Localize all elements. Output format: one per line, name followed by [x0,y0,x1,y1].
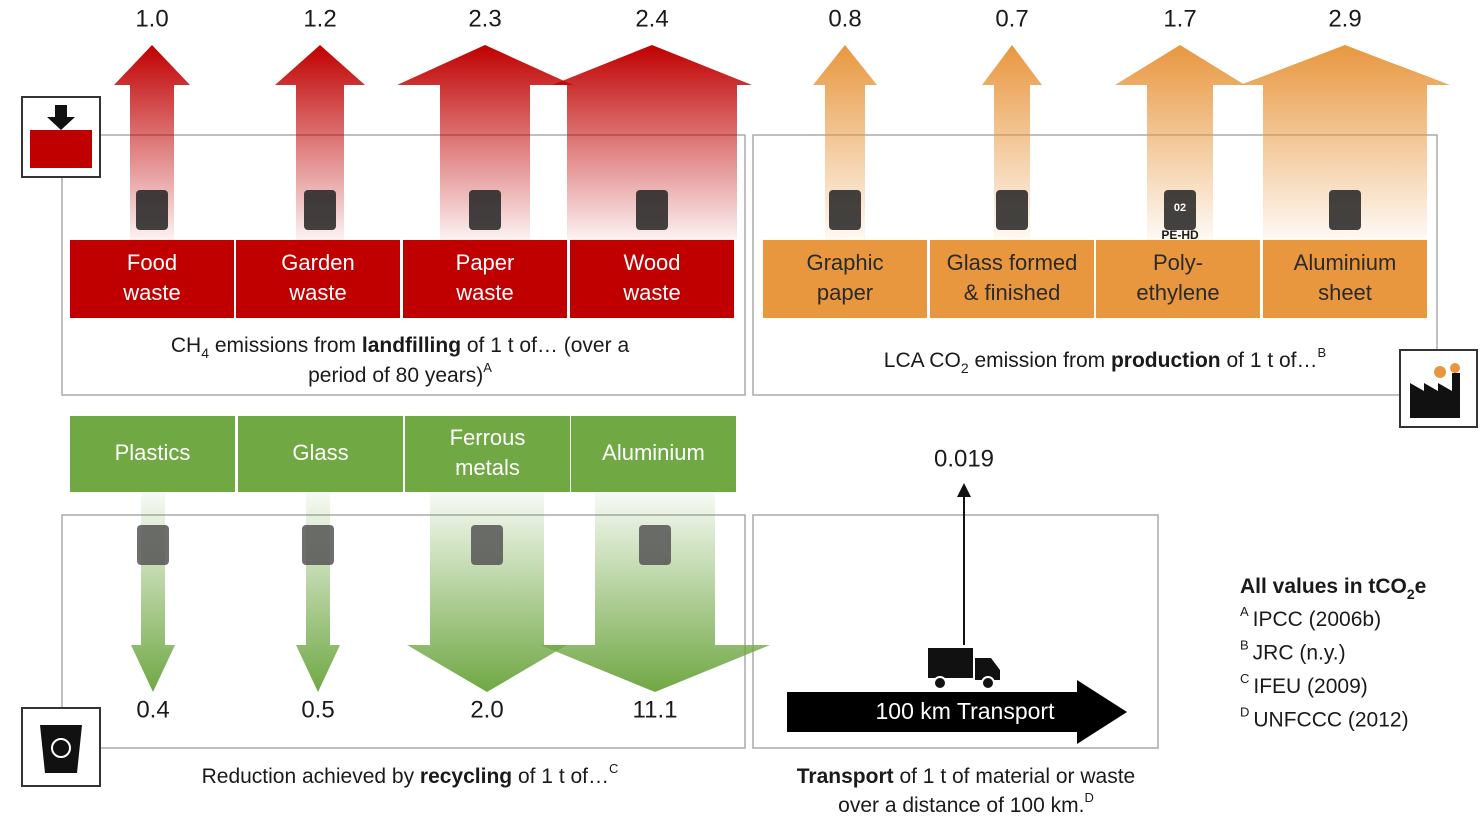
legend-title: All values in tCO2e [1240,575,1426,602]
legend-entry: C IFEU (2009) [1240,671,1368,698]
arrow [296,492,340,692]
value-label: 0.5 [301,696,334,723]
legend-mark: D [1240,704,1249,719]
category-label: Plastics [115,440,191,465]
value-label: 0.7 [995,5,1028,32]
category-label: Food [127,250,177,275]
legend-mark: B [1240,637,1249,652]
category-label: Aluminium [602,440,705,465]
legend-text: IPCC (2006b) [1253,608,1381,631]
recycle-bin-icon [22,708,100,786]
caption: LCA CO2 emission from production of 1 t … [884,345,1326,376]
arrow-head [957,483,971,497]
item-icon [829,190,861,230]
caption: Reduction achieved by recycling of 1 t o… [202,761,619,788]
legend-text: UNFCCC (2012) [1253,708,1408,731]
caption: over a distance of 100 km.D [838,790,1094,817]
category-label: waste [122,280,180,305]
icon-text: 02 [1174,202,1186,214]
category-label: Poly- [1153,250,1203,275]
legend-text: JRC (n.y.) [1253,641,1346,664]
legend-entry: B JRC (n.y.) [1240,637,1346,664]
category-label: & finished [964,280,1061,305]
icon-text: PE-HD [1161,228,1199,242]
factory-icon [1400,350,1477,427]
arrow [540,492,770,692]
value-label: 0.8 [828,5,861,32]
item-icon [304,190,336,230]
arrow [407,492,567,692]
item-icon [996,190,1028,230]
value-label: 1.2 [303,5,336,32]
legend-mark: C [1240,671,1249,686]
category-label: Glass formed [947,250,1078,275]
caption: Transport of 1 t of material or waste [797,765,1135,788]
item-icon [469,190,501,230]
infographic: 1.0 Food waste 1.2 Garden waste 2.3 Paper waste 2… [0,0,1480,820]
legend-text: IFEU (2009) [1253,675,1367,698]
truck-icon [928,648,1000,689]
category-label: Glass [292,440,348,465]
category-label: Aluminium [1294,250,1397,275]
legend-entry: D UNFCCC (2012) [1240,704,1409,731]
value-label: 2.3 [468,5,501,32]
item-icon [639,525,671,565]
category-label: Paper [456,250,515,275]
item-icon [1329,190,1361,230]
item-icon [636,190,668,230]
category-label: waste [288,280,346,305]
legend-entry: A IPCC (2006b) [1240,604,1381,631]
category-label: sheet [1318,280,1372,305]
item-icon [136,190,168,230]
category-label: ethylene [1136,280,1219,305]
category-label: Graphic [806,250,883,275]
arrow [131,492,175,692]
category-label: waste [455,280,513,305]
value-label: 2.4 [635,5,668,32]
transport-label: 100 km Transport [876,698,1056,724]
category-label: Garden [281,250,354,275]
item-icon [471,525,503,565]
transport-value: 0.019 [934,445,994,472]
item-icon [137,525,169,565]
caption: period of 80 years)A [308,360,492,387]
category-label: Ferrous [450,425,526,450]
item-icon [302,525,334,565]
category-label: paper [817,280,873,305]
legend-mark: A [1240,604,1249,619]
category-label: Wood [623,250,680,275]
value-label: 2.0 [470,696,503,723]
caption: CH4 emissions from landfilling of 1 t of… [171,334,630,361]
category-label: metals [455,455,520,480]
legend: A IPCC (2006b) B JRC (n.y.) C IFEU (2009) D UNF… [1240,604,1409,731]
value-label: 1.0 [135,5,168,32]
category-label: waste [622,280,680,305]
value-label: 1.7 [1163,5,1196,32]
value-label: 2.9 [1328,5,1361,32]
value-label: 11.1 [633,696,678,723]
value-label: 0.4 [136,696,169,723]
landfill-icon [22,97,100,177]
